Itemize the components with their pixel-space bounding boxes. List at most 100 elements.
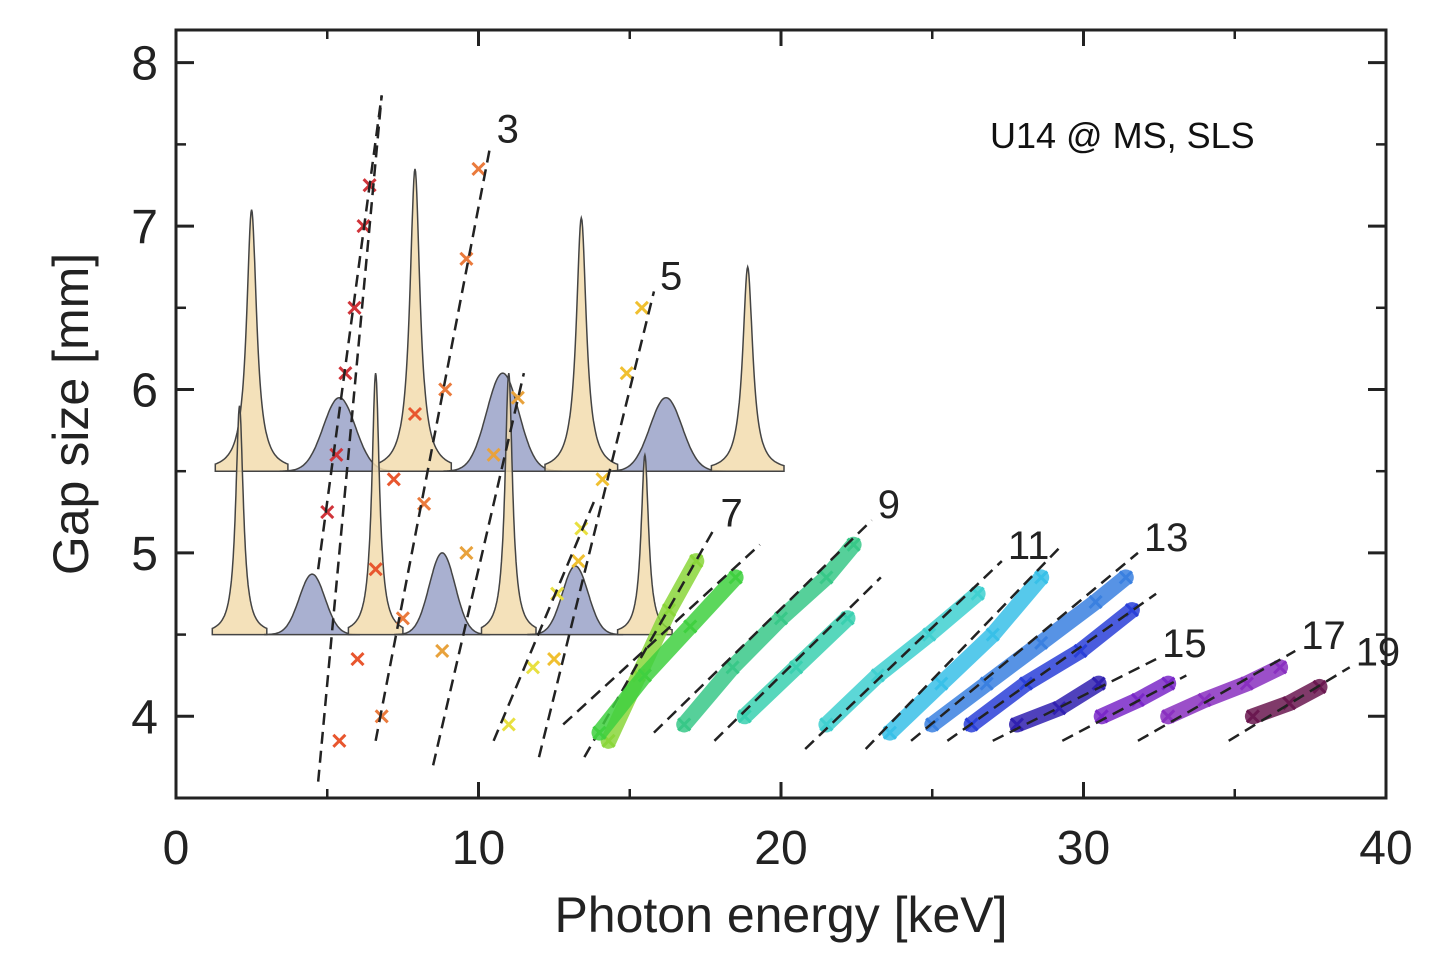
harmonic-11-point-3 — [1034, 570, 1049, 585]
x-tick-label-20: 20 — [754, 822, 807, 875]
x-tick-label-10: 10 — [452, 822, 505, 875]
spectrum-b0-peak-3 — [394, 552, 491, 636]
harmonic-8-point-1 — [725, 660, 740, 675]
harmonic-3-fit-line — [431, 372, 526, 766]
harmonic-12-point-2 — [1034, 635, 1049, 650]
harmonic-7-point-3 — [728, 570, 743, 585]
harmonic-0-fit-line — [316, 95, 383, 570]
spectrum-b0-peak-1 — [264, 573, 361, 636]
spectrum-a0-peak-5 — [606, 396, 726, 472]
harmonic-6-point-2 — [662, 603, 677, 618]
harmonic-5-fit-line — [492, 495, 598, 742]
harmonic-11-point-2 — [985, 627, 1000, 642]
spectrum-b0-peak-0 — [211, 405, 268, 636]
harmonic-16-fit-line — [1137, 649, 1296, 742]
harmonic-12-fit-line — [910, 551, 1139, 742]
y-tick-label-4: 4 — [131, 691, 158, 744]
spectrum-a0-peak-3 — [442, 372, 563, 472]
spectrum-b0-peak-4 — [480, 372, 537, 636]
harmonic-8-point-3 — [819, 570, 834, 585]
chart-annotation: U14 @ MS, SLS — [990, 115, 1255, 156]
harmonic-label-19: 19 — [1356, 630, 1401, 674]
harmonic-9-point-0 — [737, 709, 752, 724]
harmonic-13-point-2 — [1073, 643, 1088, 658]
harmonic-7-point-0 — [592, 725, 607, 740]
harmonic-5-point-1 — [525, 660, 541, 675]
harmonic-1-point-3 — [386, 472, 401, 487]
y-tick-label-5: 5 — [131, 528, 158, 581]
harmonic-12-point-4 — [1118, 570, 1133, 585]
harmonic-15-band — [1093, 675, 1177, 725]
spectrum-a0-peak-0 — [214, 209, 289, 472]
x-axis-title: Photon energy [keV] — [554, 887, 1007, 943]
harmonic-0-point-3 — [347, 300, 362, 315]
harmonic-label-9: 9 — [878, 483, 900, 527]
x-tick-label-0: 0 — [163, 822, 190, 875]
harmonic-1-point-4 — [407, 406, 423, 422]
harmonic-4-fit-line — [537, 291, 656, 758]
harmonic-2-point-5 — [471, 161, 486, 176]
harmonic-12-point-1 — [979, 676, 994, 691]
harmonic-4-point-0 — [547, 652, 562, 667]
harmonic-11-fit-line — [864, 543, 1064, 750]
plot-layer: 3 5 7 9 11 13 15 17 19 — [197, 95, 1401, 782]
harmonic-17-fit-line — [1228, 666, 1351, 742]
harmonic-label-11: 11 — [1008, 524, 1050, 568]
harmonic-3-point-0 — [435, 643, 450, 658]
harmonic-0-point-0 — [320, 504, 335, 520]
harmonic-5-point-0 — [501, 717, 516, 732]
harmonic-10-point-3 — [970, 586, 985, 601]
harmonic-16-point-1 — [1197, 692, 1212, 708]
harmonic-8-point-0 — [677, 717, 692, 732]
harmonic-13-fit-line — [946, 592, 1157, 742]
harmonic-1-point-2 — [368, 562, 383, 577]
harmonic-1-point-1 — [350, 652, 365, 667]
harmonic-13-point-1 — [1018, 676, 1034, 691]
harmonic-10-point-2 — [922, 627, 937, 642]
x-tick-label-40: 40 — [1359, 822, 1412, 875]
harmonic-8-fit-line — [653, 519, 873, 734]
harmonic-3-point-1 — [459, 545, 474, 560]
harmonic-label-3: 3 — [497, 107, 519, 151]
harmonic-11-band — [881, 569, 1050, 741]
harmonic-15-fit-line — [1061, 674, 1187, 742]
harmonic-3-point-3 — [510, 390, 525, 405]
harmonic-7-point-2 — [683, 619, 698, 634]
y-tick-label-6: 6 — [131, 364, 158, 417]
harmonic-9-fit-line — [713, 576, 882, 742]
harmonic-4-point-2 — [595, 472, 610, 487]
x-tick-label-30: 30 — [1057, 822, 1110, 875]
harmonic-14-fit-line — [992, 657, 1157, 742]
ticks-layer: 0 10 20 30 40 4 5 6 7 8 — [131, 30, 1413, 875]
harmonic-2-point-0 — [374, 709, 389, 724]
harmonic-7-fit-line — [562, 543, 761, 726]
spectrum-a0-peak-4 — [544, 214, 619, 472]
harmonic-4-point-4 — [634, 300, 649, 315]
harmonic-17-point-0 — [1245, 709, 1260, 724]
harmonic-label-7: 7 — [720, 491, 742, 535]
y-axis-title: Gap size [mm] — [43, 253, 99, 575]
harmonic-1-point-0 — [332, 733, 347, 748]
harmonic-4-point-1 — [571, 554, 586, 569]
spectrum-b0-peak-5 — [527, 565, 624, 636]
harmonic-0-point-1 — [329, 447, 344, 462]
harmonic-7-band — [591, 569, 744, 741]
harmonic-2-point-3 — [438, 382, 453, 397]
harmonic-4-point-3 — [619, 366, 634, 381]
harmonic-1-fit-line — [316, 95, 383, 782]
harmonic-label-17: 17 — [1301, 614, 1346, 658]
harmonic-15-point-0 — [1094, 709, 1109, 724]
harmonic-9-point-1 — [789, 660, 804, 675]
y-tick-label-7: 7 — [131, 201, 158, 254]
harmonic-label-13: 13 — [1144, 516, 1189, 560]
harmonic-3-point-2 — [486, 447, 501, 462]
harmonic-10-point-0 — [819, 717, 834, 732]
y-tick-label-8: 8 — [131, 38, 158, 91]
harmonic-label-15: 15 — [1162, 622, 1207, 666]
harmonic-11-point-1 — [934, 676, 949, 691]
harmonic-10-fit-line — [804, 560, 1003, 750]
spectrum-a0-peak-6 — [710, 264, 785, 472]
harmonic-7-point-1 — [637, 668, 652, 683]
spectrum-a0-peak-2 — [377, 168, 453, 472]
